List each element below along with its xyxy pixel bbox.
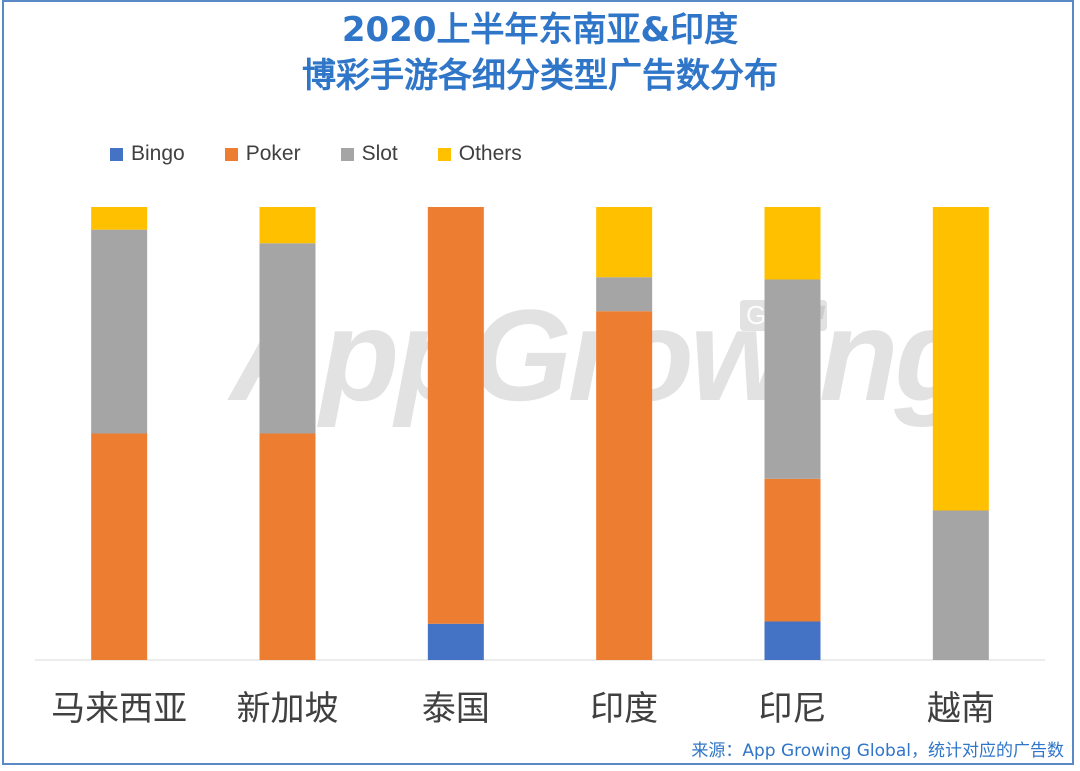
- bar-segment-bingo-2: [427, 623, 484, 660]
- bar-segment-slot-5: [932, 510, 989, 660]
- chart-title-line2: 博彩手游各细分类型广告数分布: [302, 56, 778, 96]
- x-tick-label-4: 印尼: [759, 689, 827, 729]
- legend-swatch-others: [437, 147, 451, 161]
- bar-segment-others-0: [91, 207, 148, 230]
- source-note: 来源：App Growing Global，统计对应的广告数: [691, 741, 1064, 761]
- legend-label-bingo: Bingo: [131, 142, 185, 165]
- x-tick-label-5: 越南: [927, 689, 995, 729]
- bar-segment-slot-0: [91, 229, 148, 434]
- legend-item-slot: Slot: [340, 142, 398, 166]
- bar-segment-others-4: [764, 207, 821, 280]
- bar-segment-bingo-4: [764, 621, 821, 660]
- legend-item-others: Others: [437, 142, 522, 166]
- legend-label-slot: Slot: [361, 142, 398, 165]
- legend-swatch-slot: [340, 147, 354, 161]
- chart-title-line1: 2020上半年东南亚&印度: [341, 10, 739, 50]
- chart-legend: Bingo Poker Slot Others: [110, 140, 562, 168]
- legend-label-others: Others: [458, 142, 522, 165]
- bar-segment-others-1: [259, 207, 316, 244]
- x-tick-label-0: 马来西亚: [51, 689, 187, 729]
- bar-segment-poker-0: [91, 433, 148, 660]
- bar-segment-poker-3: [596, 311, 653, 660]
- bar-segment-others-5: [932, 207, 989, 511]
- bar-segment-slot-1: [259, 243, 316, 434]
- legend-label-poker: Poker: [245, 142, 301, 165]
- x-tick-label-3: 印度: [590, 689, 658, 729]
- x-tick-label-1: 新加坡: [237, 689, 339, 729]
- bar-segment-poker-4: [764, 478, 821, 622]
- x-tick-label-2: 泰国: [422, 689, 490, 729]
- bar-segment-slot-4: [764, 279, 821, 479]
- bar-segment-poker-2: [427, 207, 484, 624]
- bar-segment-poker-1: [259, 433, 316, 660]
- legend-item-poker: Poker: [224, 142, 301, 166]
- bar-segment-others-3: [596, 207, 653, 278]
- legend-swatch-poker: [224, 147, 238, 161]
- legend-swatch-bingo: [110, 147, 123, 161]
- legend-item-bingo: Bingo: [110, 142, 185, 166]
- bar-segment-slot-3: [596, 277, 653, 312]
